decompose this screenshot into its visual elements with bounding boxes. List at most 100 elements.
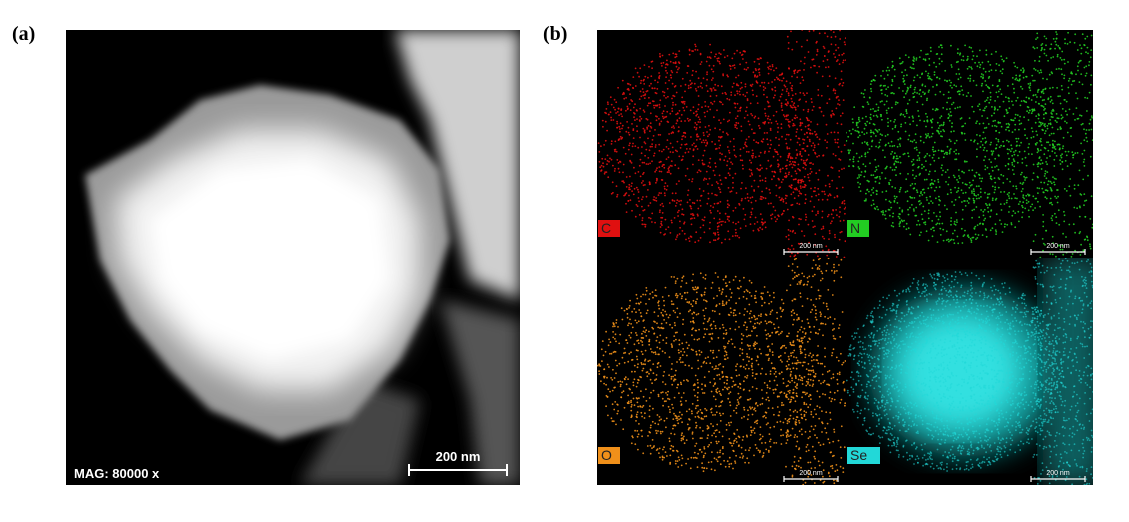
signal-dot — [643, 141, 646, 144]
signal-dot — [739, 154, 742, 157]
signal-dot — [1027, 200, 1030, 203]
signal-dot — [756, 221, 759, 223]
signal-dot — [842, 471, 845, 473]
signal-dot — [976, 155, 978, 158]
signal-dot — [816, 40, 818, 43]
signal-dot — [723, 304, 725, 306]
signal-dot — [986, 197, 989, 199]
signal-dot — [970, 47, 973, 49]
signal-dot — [708, 227, 711, 230]
signal-dot — [674, 103, 677, 106]
signal-dot — [723, 347, 726, 350]
signal-dot — [737, 435, 740, 438]
signal-dot — [762, 138, 765, 141]
signal-dot — [727, 172, 730, 175]
signal-dot — [772, 96, 775, 99]
signal-dot — [650, 127, 653, 129]
signal-dot — [722, 118, 725, 121]
signal-dot — [700, 365, 703, 368]
signal-dot — [1017, 137, 1020, 140]
signal-dot — [626, 342, 629, 344]
signal-dot — [869, 83, 872, 85]
signal-dot — [741, 457, 744, 459]
signal-dot — [798, 144, 801, 146]
signal-dot — [808, 395, 810, 398]
signal-dot — [691, 305, 694, 308]
signal-dot — [1052, 108, 1054, 111]
signal-dot — [860, 92, 863, 95]
signal-dot — [822, 249, 824, 252]
signal-dot — [602, 165, 605, 168]
signal-dot — [1072, 156, 1074, 159]
signal-dot — [1066, 165, 1069, 168]
signal-dot — [790, 314, 793, 317]
signal-dot — [987, 77, 990, 79]
signal-dot — [773, 296, 775, 299]
signal-dot — [759, 198, 762, 200]
signal-dot — [732, 82, 735, 85]
signal-dot — [791, 377, 793, 380]
signal-dot — [1071, 253, 1074, 255]
signal-dot — [809, 132, 812, 135]
signal-dot — [687, 84, 690, 87]
signal-dot — [1058, 143, 1061, 146]
signal-dot — [817, 255, 819, 258]
signal-dot — [1013, 87, 1015, 90]
signal-dot — [770, 217, 773, 220]
signal-dot — [843, 41, 846, 43]
signal-dot — [666, 110, 669, 113]
signal-dot — [725, 301, 728, 304]
signal-dot — [799, 121, 802, 124]
signal-dot — [866, 151, 869, 154]
signal-dot — [680, 383, 683, 386]
signal-dot — [785, 164, 788, 167]
signal-dot — [925, 230, 928, 233]
signal-dot — [751, 114, 754, 117]
signal-dot — [718, 373, 721, 376]
signal-dot — [741, 338, 743, 341]
signal-dot — [641, 341, 644, 343]
signal-dot — [778, 333, 780, 336]
signal-dot — [742, 208, 745, 210]
signal-dot — [806, 158, 809, 161]
signal-dot — [803, 133, 806, 136]
signal-dot — [663, 299, 665, 302]
signal-dot — [800, 376, 803, 379]
signal-dot — [801, 30, 804, 31]
signal-dot — [604, 139, 607, 142]
signal-dot — [753, 189, 755, 191]
signal-dot — [667, 226, 670, 229]
signal-dot — [864, 199, 867, 202]
signal-dot — [1017, 154, 1019, 157]
signal-dot — [1036, 163, 1039, 166]
signal-dot — [747, 151, 750, 153]
signal-dot — [743, 68, 746, 70]
signal-dot — [791, 89, 793, 92]
signal-dot — [757, 185, 760, 188]
signal-dot — [820, 110, 823, 113]
signal-dot — [913, 187, 916, 190]
signal-dot — [718, 364, 720, 366]
signal-dot — [680, 85, 682, 87]
signal-dot — [765, 392, 768, 394]
signal-dot — [1066, 113, 1068, 116]
signal-dot — [658, 307, 661, 310]
element-tag — [847, 220, 869, 237]
signal-dot — [812, 354, 815, 357]
signal-dot — [1083, 44, 1086, 47]
signal-dot — [754, 74, 756, 77]
signal-dot — [685, 400, 687, 402]
signal-dot — [716, 222, 719, 225]
signal-dot — [624, 152, 627, 155]
signal-dot — [741, 348, 744, 351]
signal-dot — [799, 82, 802, 84]
signal-dot — [663, 304, 666, 307]
signal-dot — [679, 356, 682, 359]
signal-dot — [898, 87, 900, 89]
signal-dot — [741, 53, 744, 56]
signal-dot — [746, 355, 749, 358]
signal-dot — [688, 364, 690, 367]
signal-dot — [1086, 97, 1089, 100]
signal-dot — [770, 300, 773, 303]
signal-dot — [872, 174, 875, 177]
